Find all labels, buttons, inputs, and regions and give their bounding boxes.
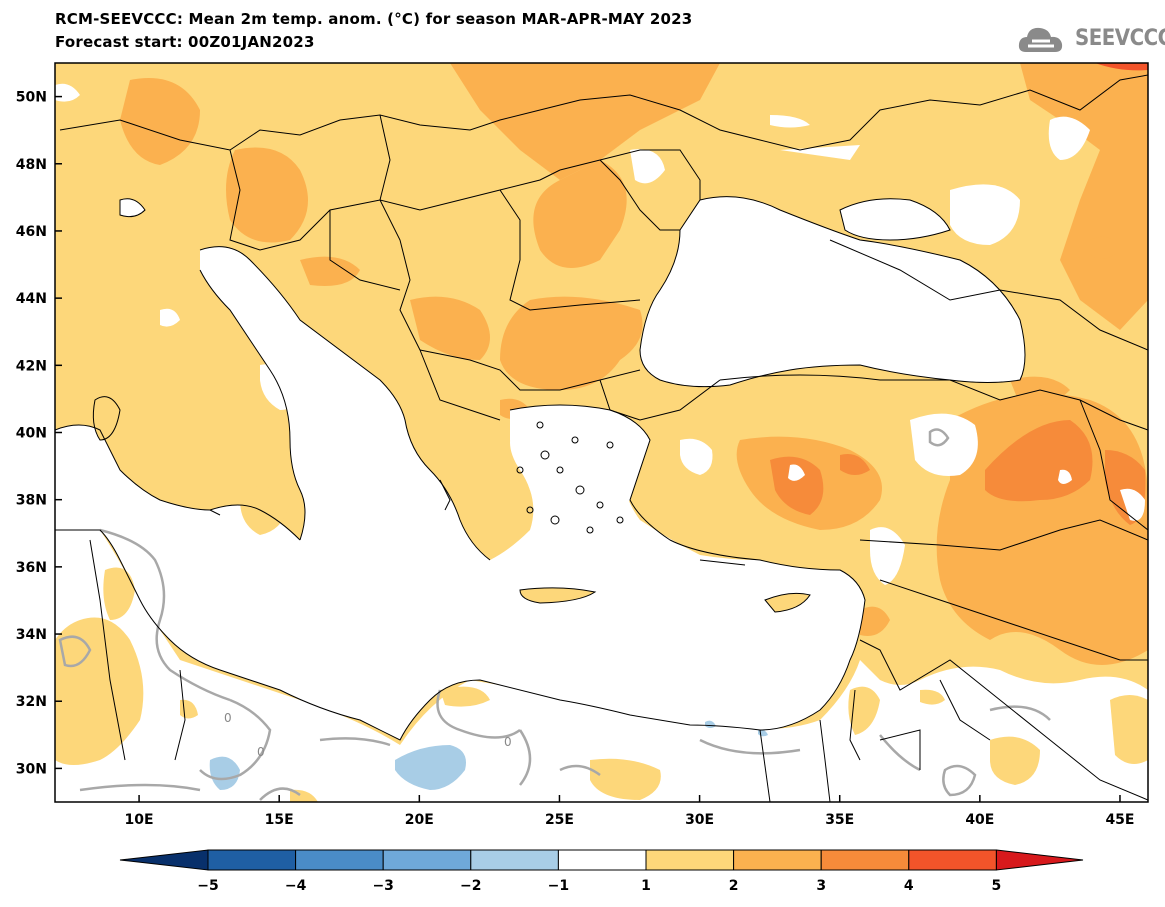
colorbar-label: −2 xyxy=(460,878,481,894)
lat-tick-label: 30N xyxy=(16,761,47,777)
colorbar-segment xyxy=(557,849,647,871)
lon-tick-label: 45E xyxy=(1105,812,1134,828)
colorbar-label: 1 xyxy=(641,878,651,894)
lon-tick-label: 10E xyxy=(125,812,154,828)
lon-tick-label: 35E xyxy=(825,812,854,828)
colorbar-segment xyxy=(470,849,559,871)
lon-tick-label: 15E xyxy=(265,812,294,828)
colorbar-segment xyxy=(295,849,384,871)
lat-tick-label: 38N xyxy=(16,493,47,509)
colorbar-segment xyxy=(908,849,997,871)
lon-tick-label: 20E xyxy=(405,812,434,828)
colorbar-min-arrow xyxy=(119,849,209,871)
lat-tick-label: 42N xyxy=(16,358,47,374)
colorbar-label: −4 xyxy=(285,878,307,894)
lat-tick-label: 32N xyxy=(16,694,47,710)
borders xyxy=(55,74,1148,802)
colorbar-segment xyxy=(207,849,297,871)
colorbar-label: 4 xyxy=(904,878,914,894)
lon-tick-label: 30E xyxy=(685,812,714,828)
lat-tick-label: 40N xyxy=(16,426,47,442)
lon-axis: 10E 15E 20E 25E 30E 35E 40E 45E xyxy=(125,795,1134,828)
contour-label: 0 xyxy=(224,711,232,725)
anomaly-2-3-regions xyxy=(55,63,1148,665)
colorbar-segment xyxy=(645,849,735,871)
anomaly-3-4-regions xyxy=(770,63,1148,525)
colorbar-segment xyxy=(733,849,822,871)
colorbar-label: −5 xyxy=(197,878,218,894)
lat-tick-label: 46N xyxy=(16,224,47,240)
colorbar: −5 −4 −3 −2 −1 1 2 3 4 5 xyxy=(119,849,1084,894)
lon-tick-label: 40E xyxy=(965,812,994,828)
map-area: 0 0 0 xyxy=(55,63,1148,802)
contour-label: 0 xyxy=(504,735,512,749)
colorbar-segment xyxy=(382,849,472,871)
colorbar-label: 5 xyxy=(992,878,1002,894)
forecast-start-subtitle: Forecast start: 00Z01JAN2023 xyxy=(55,33,315,51)
greek-islands xyxy=(209,421,624,534)
colorbar-segment xyxy=(820,849,910,871)
map-title: RCM-SEEVCCC: Mean 2m temp. anom. (°C) fo… xyxy=(55,10,693,28)
colorbar-label: −1 xyxy=(548,878,569,894)
lat-tick-label: 44N xyxy=(16,291,47,307)
lat-tick-label: 34N xyxy=(16,627,47,643)
near-zero-regions xyxy=(55,83,1148,802)
lat-tick-label: 36N xyxy=(16,560,47,576)
logo-text: SEEVCCC xyxy=(1075,26,1165,51)
colorbar-max-arrow xyxy=(995,849,1084,871)
lat-tick-label: 50N xyxy=(16,90,47,106)
contour-label: 0 xyxy=(257,745,265,759)
colorbar-label: 3 xyxy=(816,878,826,894)
contour-labels: 0 0 0 xyxy=(224,711,512,759)
lon-tick-label: 25E xyxy=(545,812,574,828)
lat-axis: 50N 48N 46N 44N 42N 40N 38N 36N 34N 32N 30N xyxy=(16,90,62,777)
colorbar-label: −3 xyxy=(372,878,393,894)
lat-tick-label: 48N xyxy=(16,157,47,173)
colorbar-label: 2 xyxy=(729,878,739,894)
cloud-icon xyxy=(1018,27,1063,52)
